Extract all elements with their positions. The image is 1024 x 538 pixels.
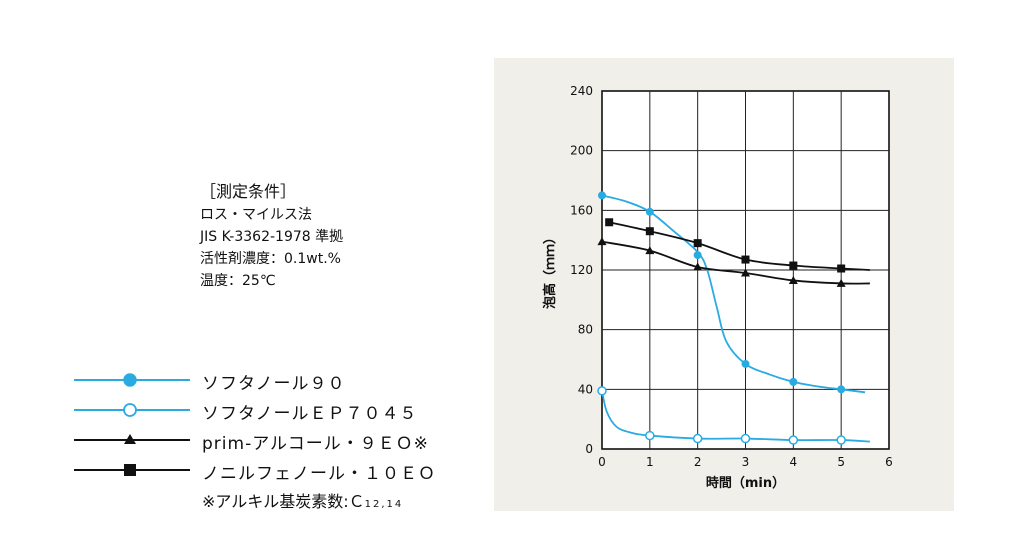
square-marker-icon xyxy=(74,464,190,476)
conditions-concentration: 活性剤濃度：0.1wt.% xyxy=(200,251,341,267)
open-circle-marker-icon xyxy=(74,403,190,417)
data-point xyxy=(605,218,614,227)
x-tick-label: 4 xyxy=(790,455,798,469)
x-tick-label: 3 xyxy=(742,455,750,469)
data-point xyxy=(598,191,606,200)
data-point xyxy=(788,275,798,284)
chart-panel: 0 1 2 3 4 5 6 0 40 80 120 160 200 240 時間（min） 泡高（ｍｍ） xyxy=(494,58,954,511)
data-point xyxy=(597,386,607,396)
data-point xyxy=(645,430,655,441)
legend-item-prim-alcohol: prim-アルコール・９ＥＯ※ xyxy=(70,426,470,456)
data-point xyxy=(836,435,846,445)
x-tick-label: 1 xyxy=(646,455,654,469)
data-point xyxy=(740,433,751,444)
conditions-title: ［測定条件］ xyxy=(200,182,297,201)
y-tick-label: 200 xyxy=(570,144,593,158)
legend-item-softanol-90: ソフタノール９０ xyxy=(70,366,470,396)
conditions-method: ロス・マイルス法 xyxy=(200,207,312,223)
data-point xyxy=(789,377,798,386)
data-point xyxy=(692,433,703,444)
y-tick-label: 120 xyxy=(570,263,593,277)
data-point xyxy=(741,268,750,277)
data-point xyxy=(597,237,607,246)
conditions-temperature: 温度：25℃ xyxy=(200,273,276,289)
series-2 xyxy=(597,237,870,287)
legend-label: ノニルフェノール・１０ＥＯ xyxy=(202,464,436,484)
x-axis-title: 時間（min） xyxy=(706,475,785,491)
conditions-standard: JIS K-3362-1978 準拠 xyxy=(200,229,344,245)
data-point xyxy=(693,262,703,271)
data-point xyxy=(789,261,798,270)
legend-label: prim-アルコール・９ＥＯ※ xyxy=(202,434,429,454)
data-point xyxy=(741,359,750,368)
y-tick-label: 0 xyxy=(585,442,593,456)
data-point xyxy=(645,207,654,216)
measurement-conditions: ［測定条件］ ロス・マイルス法 JIS K-3362-1978 準拠 活性剤濃度… xyxy=(200,180,343,292)
chart-legend: ソフタノール９０ ソフタノールＥＰ７０４５ prim-アルコール・９ＥＯ※ ノニ… xyxy=(70,366,470,511)
data-point xyxy=(645,246,655,255)
y-tick-label: 80 xyxy=(578,323,593,337)
data-point xyxy=(645,227,654,236)
footnote-subscript: 12,14 xyxy=(364,499,404,510)
x-tick-label: 6 xyxy=(885,455,893,469)
data-point xyxy=(837,385,846,394)
triangle-marker-icon xyxy=(74,434,190,444)
legend-item-nonylphenol: ノニルフェノール・１０ＥＯ xyxy=(70,456,470,486)
series-3 xyxy=(605,218,870,273)
data-point xyxy=(788,435,799,445)
y-tick-label: 40 xyxy=(578,382,593,396)
series-line xyxy=(601,390,870,443)
legend-label: ソフタノール９０ xyxy=(202,374,346,394)
series-0 xyxy=(598,191,866,394)
legend-footnote: ※アルキル基炭素数:Ｃ12,14 xyxy=(202,488,403,512)
y-tick-label: 240 xyxy=(570,84,593,98)
footnote-text: ※アルキル基炭素数:Ｃ xyxy=(202,492,365,511)
legend-label: ソフタノールＥＰ７０４５ xyxy=(202,404,418,424)
x-tick-label: 5 xyxy=(837,455,845,469)
data-point xyxy=(693,251,702,260)
legend-item-softanol-ep7045: ソフタノールＥＰ７０４５ xyxy=(70,396,470,426)
data-point xyxy=(693,239,702,248)
filled-circle-marker-icon xyxy=(74,373,190,387)
data-point xyxy=(741,255,750,264)
series-1 xyxy=(597,386,870,445)
foam-height-chart: 0 1 2 3 4 5 6 0 40 80 120 160 200 240 時間（min） 泡高（ｍｍ） xyxy=(542,84,893,491)
x-tick-label: 0 xyxy=(598,455,606,469)
y-axis-title: 泡高（ｍｍ） xyxy=(542,231,558,309)
data-point xyxy=(836,278,846,287)
y-tick-label: 160 xyxy=(570,203,593,217)
x-tick-label: 2 xyxy=(694,455,702,469)
data-point xyxy=(837,264,846,273)
